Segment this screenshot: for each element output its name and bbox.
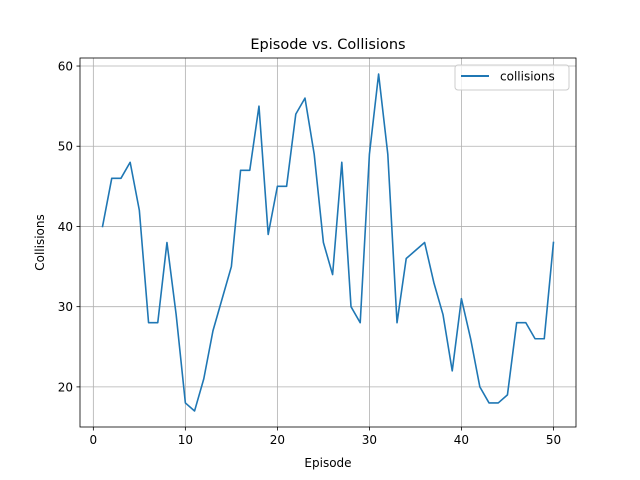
y-tick-label: 40 bbox=[58, 220, 73, 234]
y-tick-label: 30 bbox=[58, 300, 73, 314]
legend-label: collisions bbox=[500, 70, 555, 84]
y-axis-ticks: 20 30 40 50 60 bbox=[58, 60, 80, 394]
series-group bbox=[101, 73, 555, 412]
y-tick-label: 50 bbox=[58, 140, 73, 154]
x-tick-label: 0 bbox=[90, 433, 98, 447]
y-tick-label: 60 bbox=[58, 60, 73, 74]
y-tick-label: 20 bbox=[58, 380, 73, 394]
x-axis-ticks: 0 10 20 30 40 50 bbox=[90, 427, 561, 447]
x-tick-label: 40 bbox=[454, 433, 469, 447]
legend: collisions bbox=[454, 64, 570, 91]
y-axis-label: Collisions bbox=[33, 214, 47, 271]
x-tick-label: 20 bbox=[270, 433, 285, 447]
x-tick-label: 10 bbox=[178, 433, 193, 447]
x-tick-label: 50 bbox=[546, 433, 561, 447]
collisions-series-line bbox=[101, 73, 555, 412]
chart-title: Episode vs. Collisions bbox=[250, 37, 405, 53]
x-tick-label: 30 bbox=[362, 433, 377, 447]
x-axis-label: Episode bbox=[304, 456, 351, 470]
plot-frame bbox=[79, 57, 577, 428]
legend-box bbox=[454, 64, 570, 91]
